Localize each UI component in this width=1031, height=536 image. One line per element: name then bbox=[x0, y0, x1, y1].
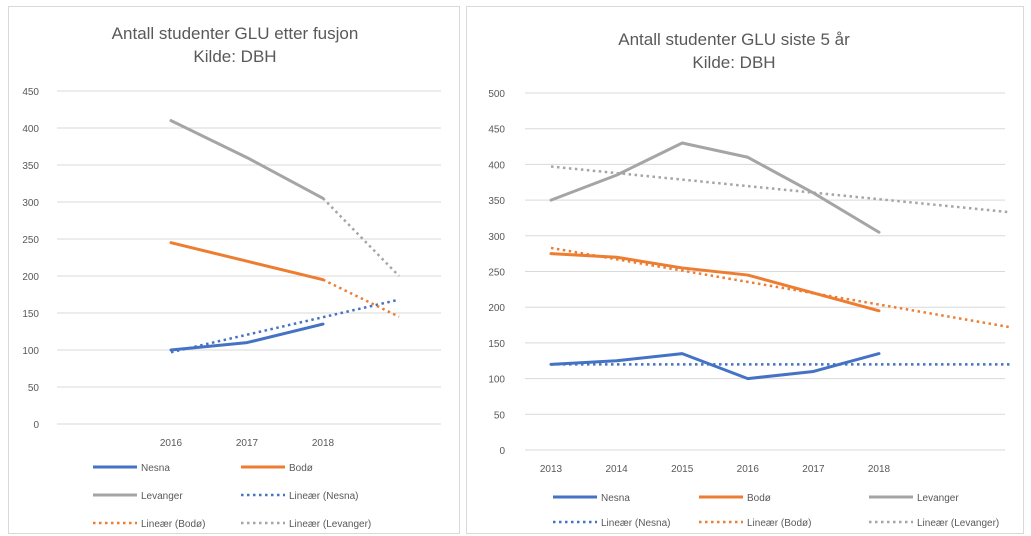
y-tick-label: 500 bbox=[488, 89, 505, 100]
x-tick-label: 2017 bbox=[802, 464, 825, 475]
y-tick-label: 450 bbox=[22, 87, 39, 98]
x-tick-label: 2014 bbox=[605, 464, 628, 475]
series-line bbox=[549, 352, 881, 381]
y-tick-label: 0 bbox=[33, 420, 39, 431]
legend-label: Nesna bbox=[141, 463, 170, 474]
legend-label: Bodø bbox=[289, 463, 313, 474]
legend-label: Lineær (Bodø) bbox=[141, 519, 205, 530]
trendline bbox=[550, 165, 1011, 214]
chart-subtitle: Kilde: DBH bbox=[692, 53, 775, 72]
x-tick-label: 2013 bbox=[540, 464, 563, 475]
x-tick-label: 2018 bbox=[868, 464, 891, 475]
x-tick-label: 2018 bbox=[312, 438, 335, 449]
y-tick-label: 250 bbox=[22, 235, 39, 246]
y-tick-label: 100 bbox=[22, 346, 39, 357]
trendline bbox=[170, 298, 400, 354]
legend-label: Lineær (Bodø) bbox=[747, 518, 811, 529]
legend-label: Bodø bbox=[747, 493, 771, 504]
series-line bbox=[169, 119, 325, 200]
x-tick-label: 2016 bbox=[160, 438, 183, 449]
chart-left: Antall studenter GLU etter fusjon Kilde: … bbox=[22, 24, 441, 530]
trendline bbox=[550, 246, 1011, 329]
legend-label: Lineær (Nesna) bbox=[601, 518, 670, 529]
x-tick-label: 2015 bbox=[671, 464, 694, 475]
y-tick-label: 350 bbox=[22, 161, 39, 172]
chart-title: Antall studenter GLU etter fusjon bbox=[112, 24, 359, 43]
series-line bbox=[169, 322, 325, 352]
y-tick-label: 100 bbox=[488, 375, 505, 386]
legend-label: Lineær (Levanger) bbox=[289, 519, 371, 530]
legend-label: Nesna bbox=[601, 493, 630, 504]
legend-label: Levanger bbox=[917, 493, 959, 504]
series-line bbox=[549, 141, 881, 234]
chart-title: Antall studenter GLU siste 5 år bbox=[618, 30, 850, 49]
series-line bbox=[169, 241, 325, 282]
y-tick-label: 250 bbox=[488, 268, 505, 279]
y-tick-label: 150 bbox=[488, 339, 505, 350]
y-tick-label: 0 bbox=[499, 446, 505, 457]
y-tick-label: 300 bbox=[22, 198, 39, 209]
legend-label: Levanger bbox=[141, 491, 183, 502]
legend-label: Lineær (Levanger) bbox=[917, 518, 999, 529]
chart-subtitle: Kilde: DBH bbox=[193, 47, 276, 66]
chart-panel-right: Antall studenter GLU siste 5 år Kilde: DB… bbox=[466, 6, 1024, 534]
y-tick-label: 50 bbox=[28, 383, 40, 394]
y-tick-label: 300 bbox=[488, 232, 505, 243]
x-tick-label: 2017 bbox=[236, 438, 259, 449]
y-tick-label: 200 bbox=[22, 272, 39, 283]
y-tick-label: 150 bbox=[22, 309, 39, 320]
x-tick-label: 2016 bbox=[737, 464, 760, 475]
series-line bbox=[549, 252, 881, 313]
y-tick-label: 450 bbox=[488, 125, 505, 136]
y-tick-label: 350 bbox=[488, 196, 505, 207]
y-tick-label: 400 bbox=[22, 124, 39, 135]
y-tick-label: 50 bbox=[494, 410, 506, 421]
chart-right: Antall studenter GLU siste 5 år Kilde: DB… bbox=[488, 30, 1011, 529]
legend-label: Lineær (Nesna) bbox=[289, 491, 358, 502]
trendline bbox=[322, 197, 400, 277]
y-tick-label: 400 bbox=[488, 160, 505, 171]
y-tick-label: 200 bbox=[488, 303, 505, 314]
trendline bbox=[322, 278, 400, 318]
chart-panel-left: Antall studenter GLU etter fusjon Kilde: … bbox=[8, 6, 460, 534]
